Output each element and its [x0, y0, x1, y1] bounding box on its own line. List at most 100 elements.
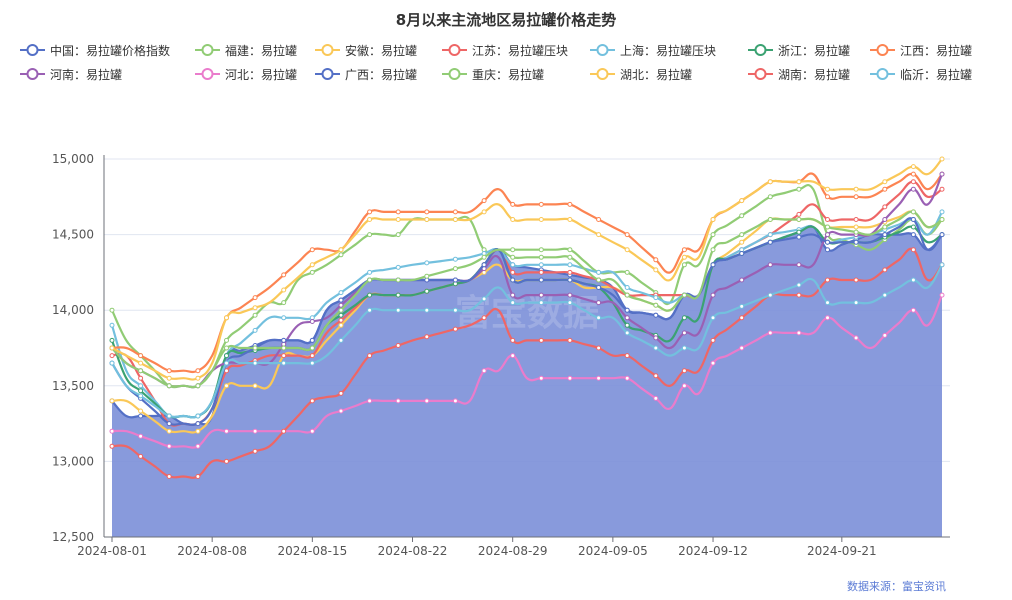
data-point	[338, 317, 344, 323]
data-point	[309, 360, 315, 366]
data-point	[739, 303, 745, 309]
legend-item[interactable]: 湖南：易拉罐	[748, 64, 850, 84]
legend-item[interactable]: 安徽：易拉罐	[315, 40, 417, 60]
data-point	[710, 337, 716, 343]
data-point	[825, 300, 830, 306]
data-point	[338, 408, 344, 414]
y-tick-label: 13,000	[52, 454, 94, 468]
data-point	[538, 300, 544, 306]
data-point	[195, 443, 201, 449]
data-point	[710, 247, 716, 253]
data-point	[510, 217, 516, 222]
legend-item[interactable]: 江西：易拉罐	[870, 40, 972, 60]
data-point	[252, 383, 258, 389]
data-point	[653, 302, 659, 308]
data-point	[424, 307, 430, 313]
data-point	[910, 186, 916, 192]
data-point	[281, 272, 287, 278]
data-point	[424, 398, 430, 404]
data-point	[653, 373, 659, 379]
legend-item[interactable]: 重庆：易拉罐	[442, 64, 544, 84]
data-point	[596, 217, 602, 222]
data-point	[452, 209, 458, 215]
legend-item[interactable]: 河南：易拉罐	[20, 64, 122, 84]
data-point	[681, 368, 687, 374]
data-point	[452, 266, 458, 272]
legend-item[interactable]: 福建：易拉罐	[195, 40, 297, 60]
data-point	[224, 458, 229, 464]
data-point	[481, 198, 487, 204]
data-point	[309, 345, 315, 351]
data-point	[367, 398, 373, 404]
data-point	[195, 383, 201, 389]
legend-item[interactable]: 广西：易拉罐	[315, 64, 417, 84]
data-point	[739, 239, 745, 245]
data-point	[109, 360, 115, 366]
data-point	[796, 262, 802, 268]
series-line-11	[111, 158, 943, 381]
data-point	[567, 337, 573, 343]
data-point	[367, 353, 373, 359]
data-point	[567, 277, 573, 283]
data-point	[109, 398, 115, 404]
data-point	[939, 217, 945, 222]
data-point	[138, 408, 144, 414]
data-point	[338, 290, 344, 296]
data-point	[109, 345, 115, 351]
data-point	[395, 343, 401, 348]
data-point	[624, 375, 630, 381]
data-point	[910, 247, 916, 253]
data-point	[796, 229, 802, 235]
data-point	[596, 232, 602, 238]
legend-item[interactable]: 江苏：易拉罐压块	[442, 40, 568, 60]
legend-label: 河北：易拉罐	[225, 67, 298, 82]
data-point	[567, 201, 573, 207]
data-point	[281, 353, 287, 359]
data-point	[882, 224, 888, 230]
data-point	[138, 383, 144, 389]
series-line-6	[111, 172, 943, 374]
data-point	[424, 217, 430, 222]
data-point	[510, 269, 516, 275]
x-tick-label: 2024-09-12	[678, 544, 748, 558]
legend-item[interactable]: 临沂：易拉罐	[870, 64, 972, 84]
chart-title: 8月以来主流地区易拉罐价格走势	[395, 11, 617, 29]
data-point	[367, 292, 373, 298]
data-point	[338, 252, 344, 258]
data-point	[939, 209, 945, 215]
legend-line-circle-icon	[20, 44, 45, 56]
legend-label: 临沂：易拉罐	[900, 67, 973, 82]
y-tick-label: 12,500	[52, 530, 94, 544]
data-point	[596, 269, 602, 275]
data-point	[252, 327, 258, 333]
data-point	[739, 213, 745, 219]
legend-label: 浙江：易拉罐	[778, 43, 851, 58]
data-point	[338, 312, 344, 318]
legend-item[interactable]: 中国：易拉罐价格指数	[20, 40, 170, 60]
data-point	[853, 335, 859, 341]
data-point	[624, 330, 630, 336]
data-point	[452, 398, 458, 404]
data-point	[624, 353, 630, 359]
data-point	[452, 256, 458, 262]
legend-item[interactable]: 河北：易拉罐	[195, 64, 297, 84]
data-point	[939, 292, 945, 298]
legend-item[interactable]: 湖北：易拉罐	[590, 64, 692, 84]
data-point	[624, 269, 630, 275]
y-tick-label: 15,000	[52, 152, 94, 166]
y-tick-label: 14,000	[52, 303, 94, 317]
data-point	[166, 413, 172, 419]
data-point	[252, 312, 258, 318]
data-point	[195, 413, 201, 419]
data-point	[882, 186, 888, 192]
data-point	[481, 368, 487, 374]
series-line-8	[111, 294, 944, 449]
data-point	[424, 273, 430, 279]
legend-item[interactable]: 浙江：易拉罐	[748, 40, 850, 60]
data-point	[681, 383, 687, 389]
data-point	[510, 277, 516, 283]
data-point	[367, 269, 373, 275]
legend-item[interactable]: 上海：易拉罐压块	[590, 40, 716, 60]
data-point	[338, 337, 344, 343]
data-point	[567, 247, 573, 253]
